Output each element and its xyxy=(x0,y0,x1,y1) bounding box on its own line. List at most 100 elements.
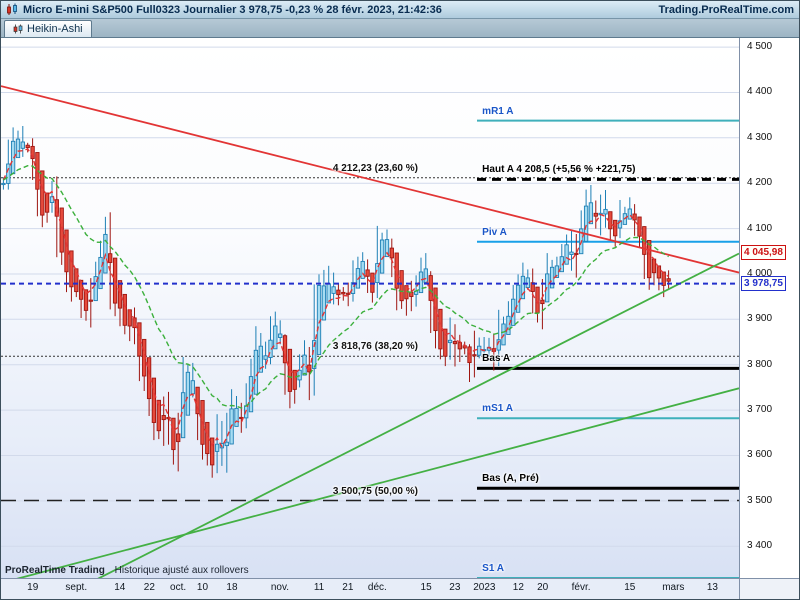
candle xyxy=(360,260,365,279)
x-axis-label: mars xyxy=(662,582,685,593)
candle xyxy=(583,205,589,242)
x-axis-label: 15 xyxy=(420,582,432,593)
x-axis-label: 23 xyxy=(449,582,461,593)
candle xyxy=(365,269,370,277)
y-axis-label: 3 700 xyxy=(747,404,773,416)
trendline-support-ascending-secondary[interactable] xyxy=(1,387,739,578)
candle xyxy=(341,291,346,295)
x-axis-label: 2023 xyxy=(473,582,496,593)
x-axis-label: 10 xyxy=(196,582,209,593)
candle xyxy=(20,141,25,149)
candle xyxy=(258,345,263,373)
candle xyxy=(234,407,239,427)
candle xyxy=(438,308,443,350)
candle xyxy=(574,252,579,255)
candle xyxy=(540,299,545,305)
candle xyxy=(472,354,477,357)
candle xyxy=(59,207,64,253)
candle xyxy=(520,275,526,300)
candle xyxy=(452,341,458,345)
candle xyxy=(248,376,254,413)
candle xyxy=(224,441,229,447)
candle xyxy=(666,278,671,282)
candle xyxy=(399,270,404,302)
candle xyxy=(137,322,142,357)
y-axis-label: 4 500 xyxy=(747,41,773,53)
candle xyxy=(418,271,424,294)
candle xyxy=(447,339,453,344)
x-axis-label: févr. xyxy=(571,582,591,593)
y-axis-label: 4 200 xyxy=(747,177,773,189)
y-axis-label: 4 000 xyxy=(747,267,773,279)
x-axis-label: 18 xyxy=(226,582,238,593)
y-axis-label: 3 900 xyxy=(747,313,773,325)
price-chart[interactable]: ProRealTime Trading Historique ajusté au… xyxy=(1,38,740,578)
candle xyxy=(88,299,93,302)
candle xyxy=(515,284,521,313)
candlestick-chart-canvas[interactable] xyxy=(1,38,739,578)
candle xyxy=(1,182,6,186)
x-axis-label: 21 xyxy=(342,582,354,593)
candle xyxy=(171,417,176,451)
candle xyxy=(176,433,181,443)
candle xyxy=(632,213,637,221)
time-axis[interactable]: 19 sept. 14 22 oct. 10 18 nov. 11 21 déc. 15 23 2023 1… xyxy=(1,579,740,599)
prorealtime-link[interactable]: Trading.ProRealTime.com xyxy=(658,3,794,16)
candle xyxy=(108,253,113,263)
candle xyxy=(195,386,200,415)
candle xyxy=(297,369,302,381)
candle xyxy=(511,298,516,326)
y-axis-label: 3 600 xyxy=(747,449,773,461)
candle xyxy=(273,325,278,350)
candle xyxy=(428,275,433,301)
moving-average-fast xyxy=(2,148,670,448)
y-axis-label: 3 500 xyxy=(747,494,773,506)
candle xyxy=(506,315,511,335)
chart-icon xyxy=(6,3,19,16)
price-marker: 4 045,98 xyxy=(741,245,786,261)
candle xyxy=(112,257,118,304)
candle xyxy=(637,216,642,237)
x-axis-label: 19 xyxy=(27,582,39,593)
candle xyxy=(321,285,327,321)
candle xyxy=(282,335,288,364)
tab-heikin-ashi[interactable]: Heikin-Ashi xyxy=(4,20,92,37)
candle xyxy=(457,342,462,350)
candle xyxy=(98,256,103,290)
candle xyxy=(161,415,166,421)
x-axis-label: 12 xyxy=(512,582,524,593)
price-marker: 3 978,75 xyxy=(741,275,786,291)
candle xyxy=(156,399,161,432)
candle xyxy=(40,170,45,216)
candle xyxy=(15,138,21,159)
price-axis[interactable]: 4 500 4 400 4 300 4 200 4 100 4 000 3 900 3 800… xyxy=(740,38,799,578)
candle xyxy=(336,289,341,296)
candle xyxy=(603,208,608,215)
trendline-support-ascending-main[interactable] xyxy=(56,252,739,579)
candle xyxy=(384,239,390,258)
candle xyxy=(588,202,594,225)
candle xyxy=(190,380,195,395)
tab-label: Heikin-Ashi xyxy=(27,23,83,35)
x-axis-label: oct. xyxy=(170,582,187,593)
candle xyxy=(433,287,438,332)
axis-corner xyxy=(740,579,799,599)
window-title: Micro E-mini S&P500 Full0323 Journalier … xyxy=(23,3,442,16)
candlestick-icon xyxy=(13,24,23,34)
attribution-brand: ProRealTime Trading xyxy=(5,565,105,576)
candle xyxy=(661,271,666,286)
trendline-resistance-descending[interactable] xyxy=(1,85,739,274)
y-axis-label: 3 800 xyxy=(747,358,773,370)
candle xyxy=(651,258,657,274)
x-axis-label: sept. xyxy=(65,582,88,593)
candle xyxy=(535,286,540,314)
candle xyxy=(74,268,79,293)
x-axis-label: 22 xyxy=(143,582,155,593)
x-axis-label: 13 xyxy=(706,582,718,593)
tab-bar: Heikin-Ashi xyxy=(1,19,799,38)
moving-average-slow xyxy=(3,164,669,409)
candle xyxy=(78,279,84,300)
x-axis-label: 20 xyxy=(537,582,549,593)
candle xyxy=(477,345,482,356)
